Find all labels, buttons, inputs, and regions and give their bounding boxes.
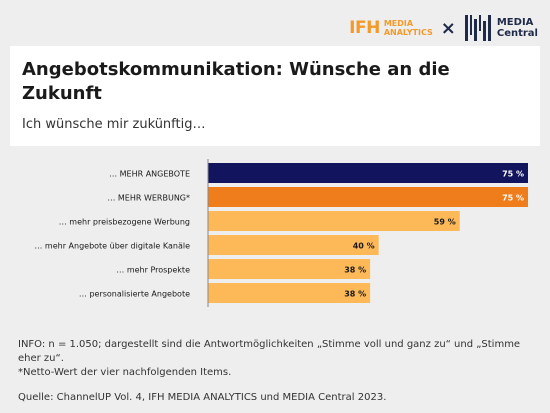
ifh-logo-line1: MEDIA (383, 19, 414, 28)
category-label-5: … mehr Prospekte (116, 266, 190, 275)
footnote-note: *Netto-Wert der vier nachfolgenden Items… (18, 367, 232, 378)
value-label-6: 38 % (344, 290, 366, 299)
footnote-block: INFO: n = 1.050; dargestellt sind die An… (18, 338, 538, 380)
media-central-logo-text: MEDIA Central (497, 17, 538, 39)
bar-2 (208, 187, 528, 207)
bar-5 (208, 259, 371, 279)
ifh-logo-mark: IFH (349, 18, 380, 38)
media-central-mark-icon (464, 15, 491, 41)
value-label-1: 75 % (502, 170, 524, 179)
value-label-2: 75 % (502, 194, 524, 203)
category-label-1: … MEHR ANGEBOTE (109, 170, 190, 179)
category-label-3: … mehr preisbezogene Werbung (59, 218, 190, 227)
ifh-logo: IFH MEDIA ANALYTICS (349, 18, 433, 38)
bar-1 (208, 163, 528, 183)
footnote-info: INFO: n = 1.050; dargestellt sind die An… (18, 339, 521, 364)
chart-title: Angebotskommunikation: Wünsche an die Zu… (22, 59, 450, 104)
value-label-5: 38 % (344, 266, 366, 275)
title-card: Angebotskommunikation: Wünsche an die Zu… (10, 46, 540, 146)
media-central-line1: MEDIA (496, 17, 534, 28)
logo-separator-x: × (440, 17, 456, 39)
logo-bar: IFH MEDIA ANALYTICS × MEDIA Central (349, 10, 538, 46)
category-label-2: … MEHR WERBUNG* (107, 194, 190, 203)
media-central-line2: Central (496, 28, 538, 39)
bar-6 (208, 283, 371, 303)
bar-3 (208, 211, 460, 231)
bar-4 (208, 235, 379, 255)
category-label-4: … mehr Angebote über digitale Kanäle (34, 242, 190, 251)
category-label-6: … personalisierte Angebote (79, 290, 190, 299)
media-central-logo: MEDIA Central (464, 13, 538, 43)
ifh-logo-line2: ANALYTICS (383, 28, 433, 37)
ifh-logo-text: MEDIA ANALYTICS (384, 19, 433, 37)
bar-chart: … MEHR ANGEBOTE 75 % … MEHR WERBUNG* 75 % … … (34, 159, 528, 307)
source-note: Quelle: ChannelUP Vol. 4, IFH MEDIA ANAL… (18, 392, 387, 403)
value-label-4: 40 % (353, 242, 375, 251)
value-label-3: 59 % (434, 218, 456, 227)
chart-subtitle: Ich wünsche mir zukünftig… (22, 117, 206, 132)
